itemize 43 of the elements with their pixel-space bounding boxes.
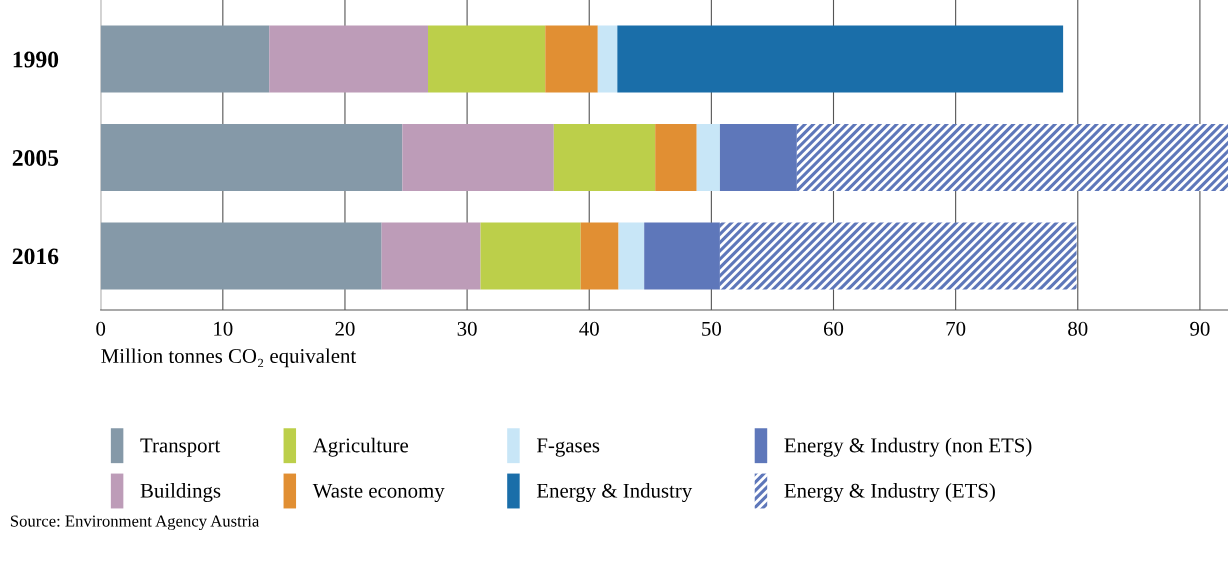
bar	[719, 222, 1077, 290]
x-tick-label: 50	[702, 321, 721, 336]
x-tick-label: 60	[823, 321, 844, 336]
legend-label: Agriculture	[312, 437, 409, 457]
bar	[796, 124, 1228, 191]
x-tick-label: 10	[214, 321, 233, 336]
bar	[402, 124, 554, 191]
bar	[719, 124, 797, 191]
bar	[617, 25, 1064, 93]
bar	[597, 25, 618, 93]
bar	[269, 25, 429, 93]
bar	[100, 222, 382, 290]
legend-label: Buildings	[140, 483, 221, 503]
x-tick-label: 90	[1190, 321, 1210, 336]
legend-label: Energy & Industry	[536, 483, 693, 503]
legend-label: F-gases	[536, 438, 600, 457]
x-tick-label: 0	[96, 321, 106, 336]
x-tick-label: 30	[457, 321, 477, 336]
x-tick-label: 20	[335, 321, 355, 336]
y-tick-label: 2016	[12, 248, 59, 265]
bar	[580, 222, 619, 290]
bar	[545, 25, 598, 93]
y-tick-label: 2005	[12, 149, 59, 166]
bar	[480, 222, 581, 290]
bar	[655, 124, 697, 191]
x-tick-label: 40	[579, 321, 599, 336]
bar	[381, 222, 481, 290]
bar	[644, 222, 720, 290]
y-tick-label: 1990	[13, 51, 59, 68]
bar	[100, 25, 270, 93]
x-tick-label: 80	[1068, 321, 1088, 336]
bar	[553, 124, 656, 191]
x-axis-title: Million tonnes CO₂ equivalent	[101, 348, 357, 368]
legend-label: Waste economy	[312, 483, 445, 503]
bar	[428, 25, 546, 93]
x-tick-label: 70	[946, 321, 966, 336]
legend-label: Energy & Industry (non ETS)	[784, 437, 1032, 457]
source-note: Source: Environment Agency Austria	[10, 515, 260, 531]
legend-label: Energy & Industry (ETS)	[784, 483, 995, 503]
bar	[618, 222, 645, 290]
bar	[100, 124, 403, 191]
bar	[696, 124, 720, 191]
legend-label: Transport	[140, 438, 221, 457]
